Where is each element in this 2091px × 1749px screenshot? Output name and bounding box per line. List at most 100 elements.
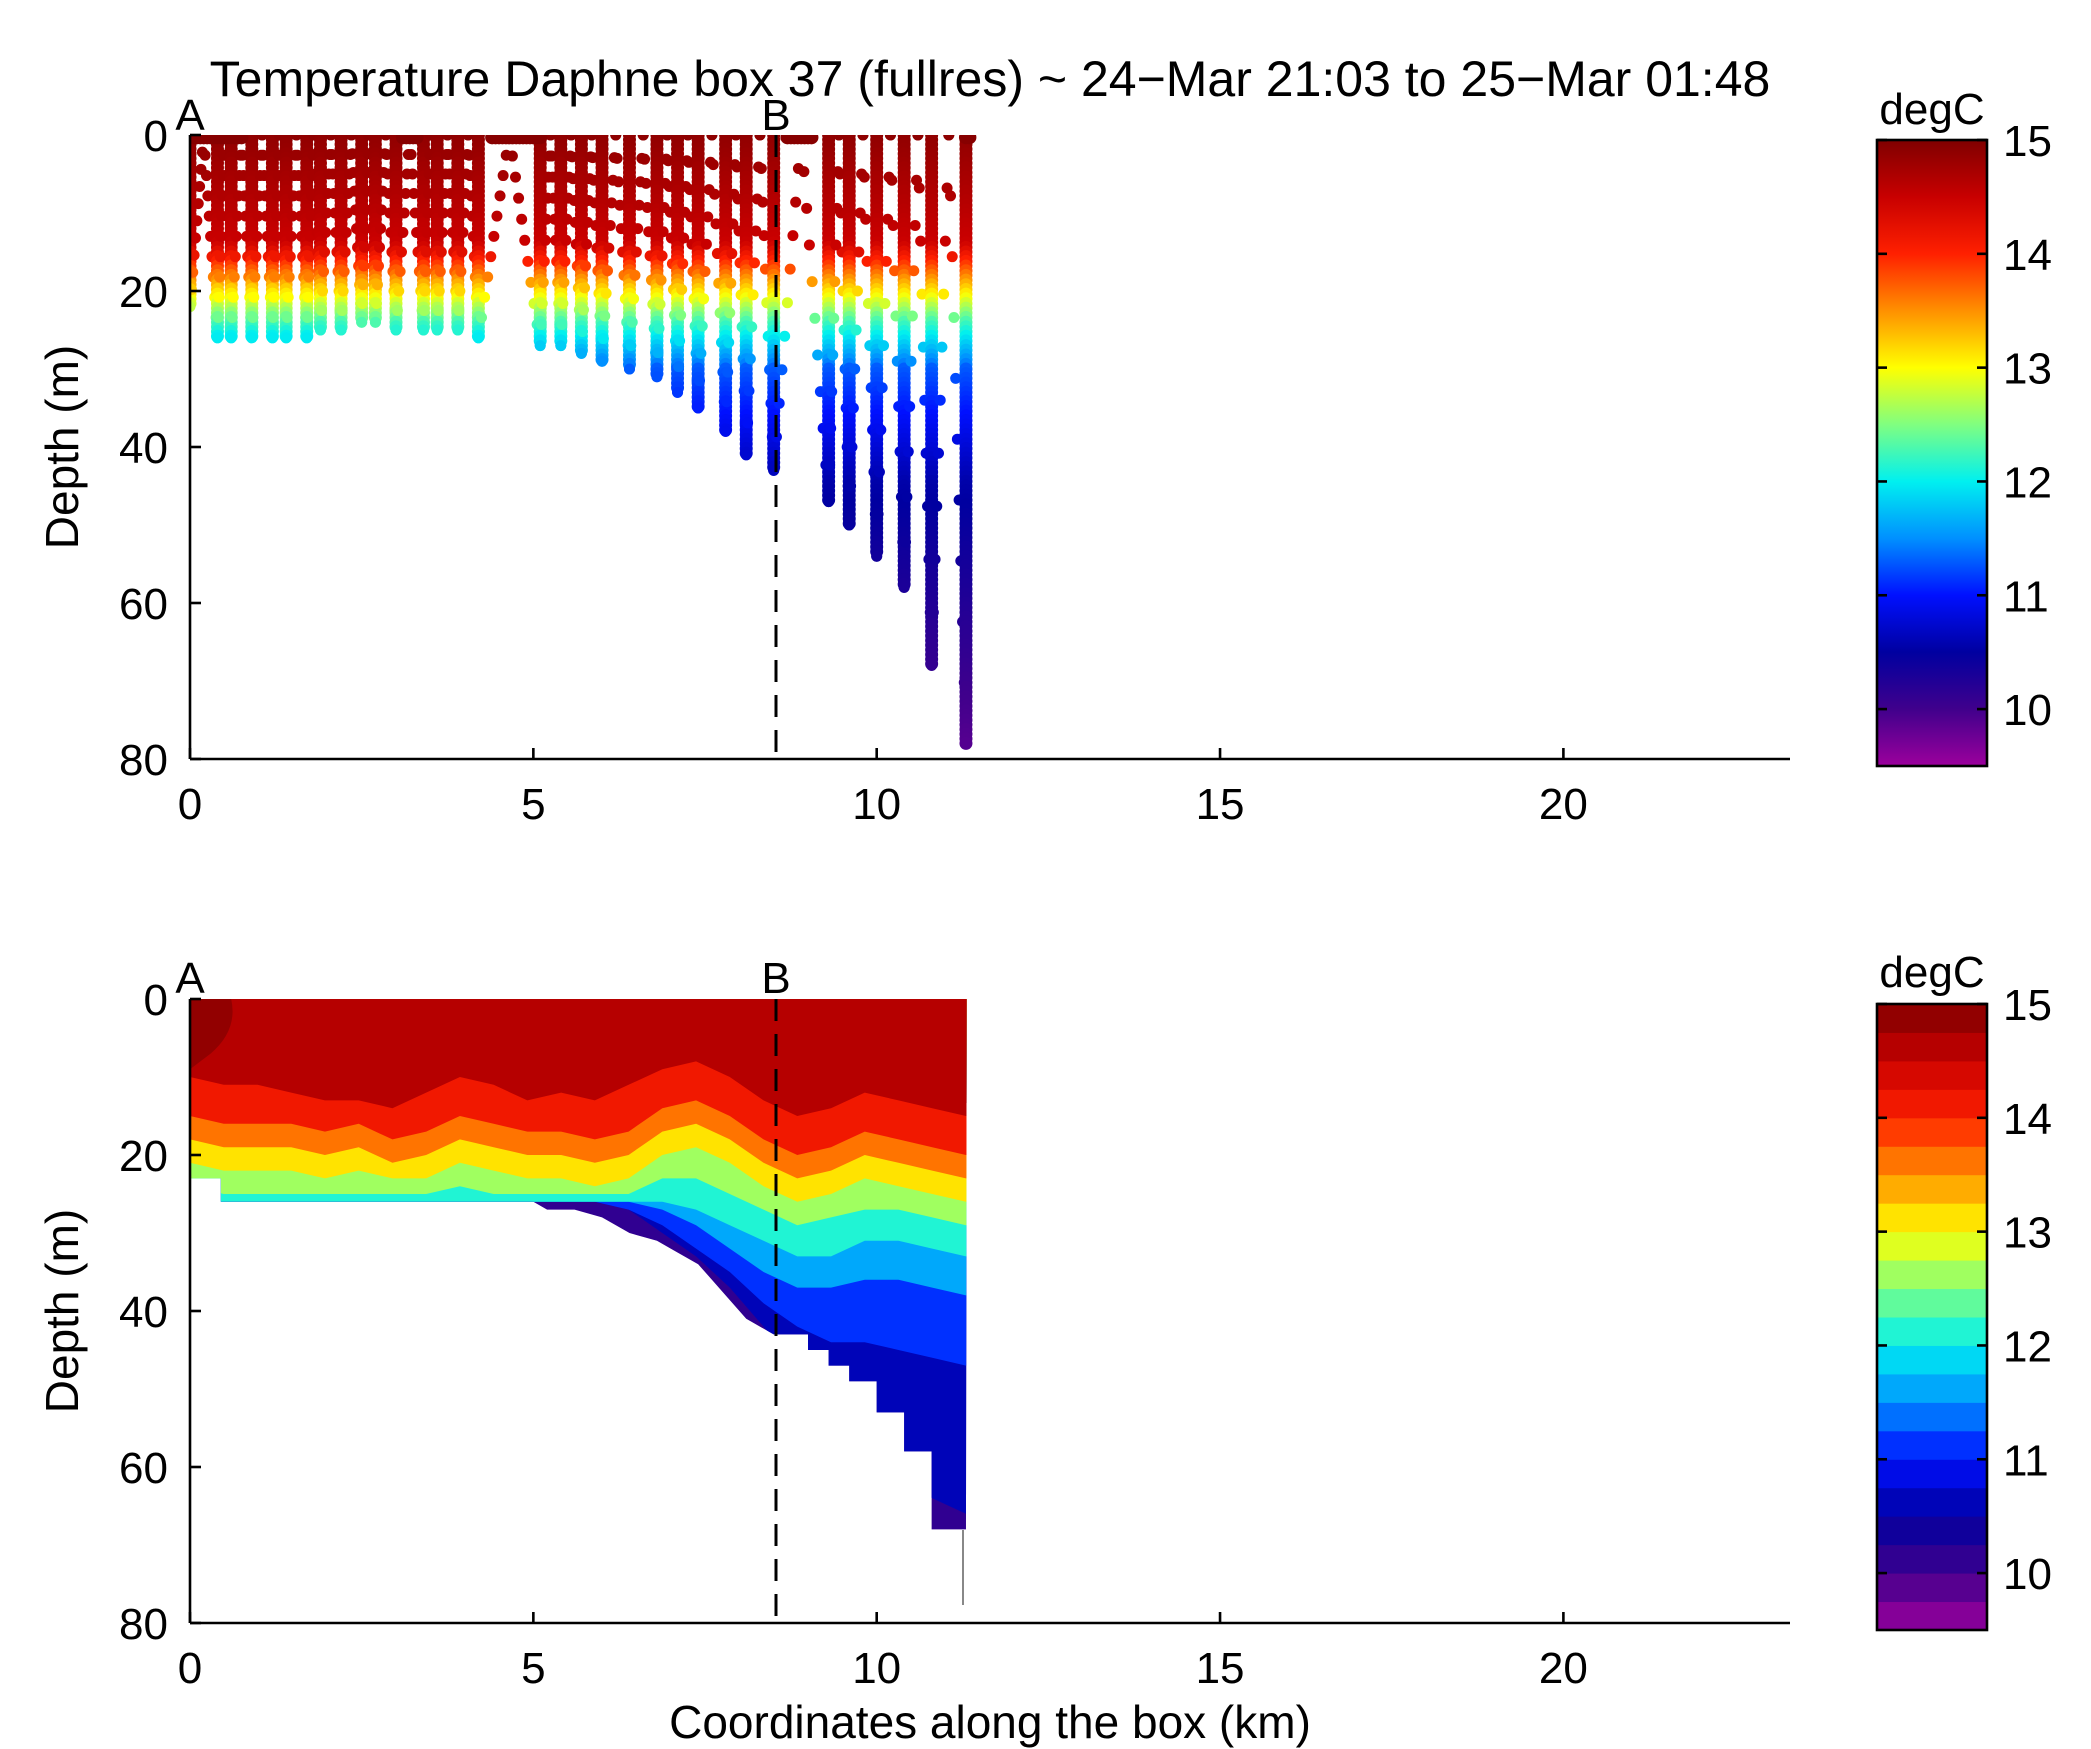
profile-sample xyxy=(344,149,356,160)
profile-sample xyxy=(214,271,226,283)
profile-sample xyxy=(597,333,609,345)
profile-sample xyxy=(941,182,953,194)
bottom-marker-b: B xyxy=(761,954,790,1003)
profile-sample xyxy=(440,149,452,160)
bottom-y-ticks: 0 20 40 60 80 xyxy=(119,976,201,1649)
profile-sample xyxy=(629,269,641,281)
profile-sample xyxy=(833,135,845,141)
profile-sample xyxy=(876,382,888,394)
bottom-cbtick-label: 12 xyxy=(2003,1322,2052,1371)
figure-title: Temperature Daphne box 37 (fullres) ~ 24… xyxy=(210,51,1771,107)
profile-sample xyxy=(397,227,409,238)
profile-sample xyxy=(375,223,387,235)
bottom-xtick-label: 5 xyxy=(521,1644,545,1693)
profile-sample xyxy=(843,519,855,531)
profile-sample xyxy=(676,283,688,295)
profile-sample xyxy=(651,371,663,383)
profile-sample xyxy=(393,285,405,297)
profile-sample xyxy=(434,266,446,277)
profile-sample xyxy=(462,135,474,141)
profile-sample xyxy=(743,385,755,397)
profile-sample xyxy=(314,324,326,336)
surface-sample xyxy=(234,135,249,145)
profile-sample xyxy=(927,606,939,618)
profile-sample xyxy=(268,271,280,283)
top-profile-data xyxy=(190,135,977,750)
top-cbtick-label: 11 xyxy=(2003,572,2049,621)
profile-sample xyxy=(432,305,444,316)
profile-sample xyxy=(916,288,928,300)
profile-sample xyxy=(402,149,414,160)
profile-sample xyxy=(339,246,351,258)
profile-sample xyxy=(698,293,710,305)
bottom-colorbar-frame xyxy=(1875,1002,1989,1632)
profile-sample xyxy=(681,155,693,167)
profile-sample xyxy=(584,173,596,185)
profile-sample xyxy=(883,171,895,183)
bottom-colorbar-ticks: 10 11 12 13 14 15 xyxy=(1877,981,2052,1599)
top-cbtick-label: 12 xyxy=(2003,458,2052,507)
profile-sample xyxy=(540,213,552,225)
profile-sample xyxy=(396,246,408,258)
top-marker-b: B xyxy=(761,91,790,140)
profile-sample xyxy=(723,336,735,348)
profile-sample xyxy=(370,297,382,309)
profile-sample xyxy=(659,177,671,189)
top-cbtick-label: 10 xyxy=(2003,686,2052,735)
profile-sample xyxy=(192,198,204,210)
profile-sample xyxy=(873,466,885,478)
profile-sample xyxy=(358,260,370,272)
profile-sample xyxy=(564,150,576,162)
profile-sample xyxy=(287,190,299,202)
profile-sample xyxy=(438,188,450,199)
profile-sample xyxy=(779,330,791,342)
profile-sample xyxy=(225,332,237,344)
profile-sample xyxy=(401,168,413,180)
profile-sample xyxy=(660,153,672,165)
profile-sample xyxy=(812,349,824,361)
profile-sample xyxy=(586,135,598,141)
profile-sample xyxy=(459,188,471,199)
profile-sample xyxy=(652,347,664,359)
profile-sample xyxy=(692,402,704,414)
profile-sample xyxy=(803,239,815,251)
profile-sample xyxy=(358,241,370,253)
profile-sample xyxy=(457,227,469,238)
profile-sample xyxy=(787,230,799,242)
profile-sample xyxy=(271,210,283,222)
bottom-x-ticks: 0 5 10 15 20 xyxy=(178,1612,1588,1693)
colorbar-band xyxy=(1877,1174,1987,1204)
profile-sample xyxy=(747,289,759,301)
profile-sample xyxy=(369,316,381,328)
profile-sample xyxy=(302,291,314,303)
profile-sample xyxy=(790,196,802,208)
profile-sample xyxy=(380,135,392,141)
profile-sample xyxy=(195,163,207,175)
bottom-contour-data xyxy=(190,999,967,1538)
profile-sample xyxy=(939,235,951,247)
top-panel: 0 5 10 15 20 0 20 40 60 80 A B Depth (m) xyxy=(36,91,1790,829)
profile-sample xyxy=(909,219,921,231)
profile-sample xyxy=(253,190,265,202)
profile-sample xyxy=(938,288,950,300)
profile-sample xyxy=(695,347,707,359)
profile-sample xyxy=(672,386,684,398)
profile-sample xyxy=(722,366,734,378)
profile-sample xyxy=(214,251,226,263)
profile-sample xyxy=(419,285,431,297)
profile-sample xyxy=(872,508,884,520)
profile-sample xyxy=(641,202,653,214)
profile-sample xyxy=(879,297,891,309)
profile-sample xyxy=(824,459,836,471)
profile-sample xyxy=(488,230,500,242)
bottom-ytick-label: 60 xyxy=(119,1444,168,1493)
profile-sample xyxy=(658,202,670,214)
profile-sample xyxy=(898,581,910,593)
profile-sample xyxy=(250,251,262,263)
profile-sample xyxy=(233,170,245,182)
profile-sample xyxy=(832,166,844,178)
profile-sample xyxy=(776,364,788,376)
profile-sample xyxy=(633,199,645,211)
profile-sample xyxy=(456,246,468,258)
profile-sample xyxy=(943,135,955,141)
